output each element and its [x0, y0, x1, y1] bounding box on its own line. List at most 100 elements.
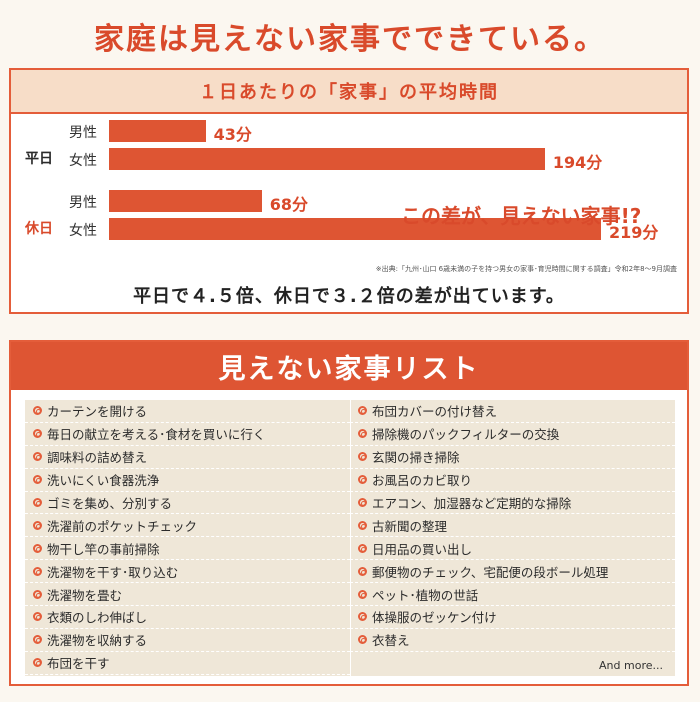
list-item-label: 衣替え [372, 633, 410, 649]
double-circle-icon [358, 475, 367, 485]
double-circle-icon [358, 566, 367, 576]
list-item: 古新聞の整理 [350, 514, 675, 538]
list-item-label: 日用品の買い出し [372, 541, 473, 557]
list-item: お風呂のカビ取り [350, 469, 675, 492]
double-circle-icon [33, 429, 42, 439]
list-item-label: カーテンを開ける [47, 404, 148, 420]
list-item: 布団カバーの付け替え [350, 400, 675, 423]
group-label: 休日 [25, 221, 53, 237]
double-circle-icon [33, 612, 42, 622]
bar-value-label: 219分 [609, 223, 659, 242]
double-circle-icon [33, 475, 42, 485]
double-circle-icon [33, 589, 42, 599]
chart-annotation: この差が、見えない家事!? [401, 204, 642, 228]
double-circle-icon [358, 589, 367, 599]
list-item: カーテンを開ける [25, 400, 350, 423]
list-item-label: 洗濯物を干す･取り込む [47, 564, 179, 580]
list-item: 日用品の買い出し [350, 537, 675, 561]
list-item: 洗いにくい食器洗浄 [25, 469, 350, 492]
list-item: 衣類のしわ伸ばし [25, 606, 350, 629]
bar [109, 190, 262, 212]
double-circle-icon [33, 566, 42, 576]
list-item: 物干し竿の事前掃除 [25, 537, 350, 561]
bar [109, 148, 545, 170]
bar [109, 218, 601, 240]
double-circle-icon [33, 635, 42, 645]
list-item-label: 洗いにくい食器洗浄 [47, 473, 160, 489]
list-item: 洗濯物を収納する [25, 629, 350, 652]
chart-card-header: １日あたりの「家事」の平均時間 [11, 70, 687, 114]
bar-value-label: 43分 [213, 125, 252, 144]
headline: 家庭は見えない家事でできている。 [94, 22, 606, 57]
list-item: エアコン、加湿器など定期的な掃除 [350, 492, 675, 515]
list-item-label: エアコン、加湿器など定期的な掃除 [372, 496, 572, 511]
list-item-label: 掃除機のパックフィルターの交換 [372, 427, 560, 443]
and-more-text: And more... [599, 659, 663, 672]
bar-label: 男性 [69, 195, 97, 211]
double-circle-icon [358, 406, 367, 416]
list-item-label: 洗濯物を畳む [47, 587, 123, 603]
double-circle-icon [358, 543, 367, 553]
list-column-left: カーテンを開ける毎日の献立を考える･食材を買いに行く 調味料の詰め替え 洗いにくい食… [25, 400, 350, 675]
list-item: 衣替え [350, 629, 675, 652]
list-item: 郵便物のチェック、宅配便の段ボール処理 [350, 560, 675, 584]
bar [109, 120, 206, 142]
double-circle-icon [358, 452, 367, 462]
chart-title: １日あたりの「家事」の平均時間 [199, 82, 499, 103]
list-card: 見えない家事リスト カーテンを開ける毎日の献立を考える･食材を買いに行く 調味料の… [9, 340, 689, 686]
double-circle-icon [33, 452, 42, 462]
list-title: 見えない家事リスト [218, 353, 480, 385]
double-circle-icon [33, 658, 42, 668]
list-item-label: 衣類のしわ伸ばし [47, 610, 148, 626]
bar-value-label: 194分 [552, 153, 603, 172]
list-item: 洗濯前のポケットチェック [25, 514, 350, 538]
double-circle-icon [358, 612, 367, 622]
list-item-label: 毎日の献立を考える･食材を買いに行く [47, 427, 266, 443]
list-item: ペット･植物の世話 [350, 583, 675, 607]
list-item-label: 体操服のゼッケン付け [372, 610, 497, 626]
bar-chart: 平日 男性 43分 女性 194分 休日 男性 68分 女性 219分 [11, 114, 687, 270]
bar-label: 女性 [69, 223, 97, 239]
list-item: 掃除機のパックフィルターの交換 [350, 423, 675, 446]
list-item: 玄関の掃き掃除 [350, 446, 675, 469]
double-circle-icon [33, 520, 42, 530]
list-item-label: 調味料の詰め替え [47, 450, 148, 466]
list-item: 調味料の詰め替え [25, 446, 350, 469]
list-item: 毎日の献立を考える･食材を買いに行く [25, 423, 350, 446]
list-column-right: 布団カバーの付け替え掃除機のパックフィルターの交換 玄関の掃き掃除 お風呂のカビ取り… [350, 400, 675, 652]
double-circle-icon [358, 635, 367, 645]
list-item-label: ゴミを集め、分別する [47, 496, 173, 511]
chart-card: １日あたりの「家事」の平均時間 平日 男性 43分 女性 194分 休日 男性 68分 女性 21… [9, 68, 689, 314]
list-item-label: ペット･植物の世話 [372, 587, 479, 603]
group-label: 平日 [25, 151, 53, 167]
list-card-header: 見えない家事リスト [11, 342, 687, 390]
list-item: 洗濯物を干す･取り込む [25, 560, 350, 584]
double-circle-icon [358, 429, 367, 439]
bar-label: 男性 [69, 125, 97, 141]
double-circle-icon [33, 543, 42, 553]
list-item-label: 古新聞の整理 [372, 518, 448, 534]
list-item-label: お風呂のカビ取り [372, 473, 473, 489]
list-item: ゴミを集め、分別する [25, 492, 350, 515]
list-item-label: 郵便物のチェック、宅配便の段ボール処理 [372, 564, 609, 580]
bar-value-label: 68分 [269, 195, 309, 214]
double-circle-icon [358, 520, 367, 530]
list-item: 布団を干す [25, 652, 350, 675]
list-item-label: 物干し竿の事前掃除 [47, 541, 160, 557]
hidden-chores-list: カーテンを開ける毎日の献立を考える･食材を買いに行く 調味料の詰め替え 洗いにくい食… [25, 400, 675, 676]
list-item-label: 布団を干す [47, 656, 110, 672]
list-item-label: 洗濯前のポケットチェック [47, 518, 198, 534]
summary-text: 平日で４.５倍、休日で３.２倍の差が出ています。 [133, 286, 565, 307]
double-circle-icon [358, 498, 367, 507]
double-circle-icon [33, 498, 42, 507]
list-item-label: 洗濯物を収納する [47, 633, 148, 649]
double-circle-icon [33, 406, 42, 416]
list-item-label: 玄関の掃き掃除 [372, 450, 460, 466]
bar-label: 女性 [69, 153, 97, 169]
list-item: 体操服のゼッケン付け [350, 606, 675, 629]
source-note: ※出典:「九州･山口 6歳未満の子を持つ男女の家事･育児時間に関する調査」令和2… [375, 265, 677, 273]
list-item: 洗濯物を畳む [25, 583, 350, 607]
column-divider [350, 400, 351, 676]
list-item-label: 布団カバーの付け替え [372, 404, 498, 420]
